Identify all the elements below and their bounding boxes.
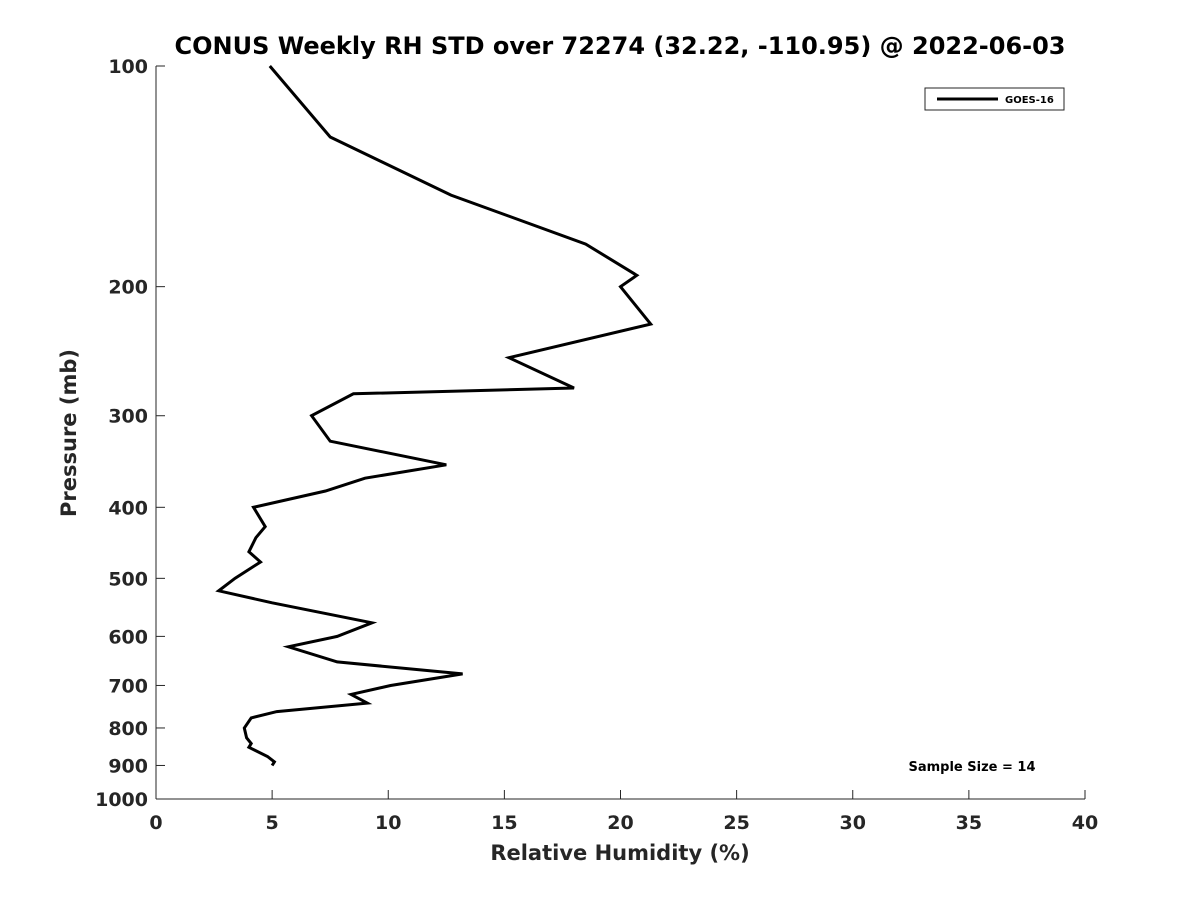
y-tick-label: 1000: [95, 789, 148, 811]
y-tick-label: 900: [108, 755, 148, 777]
y-tick-label: 800: [108, 718, 148, 740]
legend-label: GOES-16: [1005, 95, 1054, 106]
x-tick-label: 0: [149, 812, 162, 834]
y-tick-label: 100: [108, 56, 148, 78]
x-tick-label: 10: [375, 812, 401, 834]
chart-title: CONUS Weekly RH STD over 72274 (32.22, -…: [174, 32, 1065, 60]
axes: [155, 66, 1085, 800]
x-ticks: 0 5 10 15 20 25 30 35 40: [149, 790, 1098, 834]
series-layer: [215, 65, 654, 767]
y-tick-label: 400: [108, 497, 148, 519]
y-axis-label: Pressure (mb): [57, 349, 81, 517]
x-axis-label: Relative Humidity (%): [490, 841, 749, 865]
sample-size-annotation: Sample Size = 14: [908, 760, 1035, 775]
x-tick-label: 25: [723, 812, 749, 834]
x-tick-label: 35: [956, 812, 982, 834]
x-tick-label: 15: [491, 812, 517, 834]
x-tick-label: 20: [607, 812, 633, 834]
x-tick-label: 30: [840, 812, 866, 834]
x-tick-label: 40: [1072, 812, 1098, 834]
y-tick-label: 600: [108, 626, 148, 648]
y-tick-label: 200: [108, 277, 148, 299]
legend: GOES-16: [924, 87, 1065, 111]
series-line-goes-16: [215, 65, 654, 767]
y-tick-label: 700: [108, 675, 148, 697]
x-tick-label: 5: [266, 812, 279, 834]
y-tick-label: 500: [108, 568, 148, 590]
y-ticks: 100 200 300 400 500 600 700 800 900 1000: [95, 56, 165, 811]
y-tick-label: 300: [108, 406, 148, 428]
